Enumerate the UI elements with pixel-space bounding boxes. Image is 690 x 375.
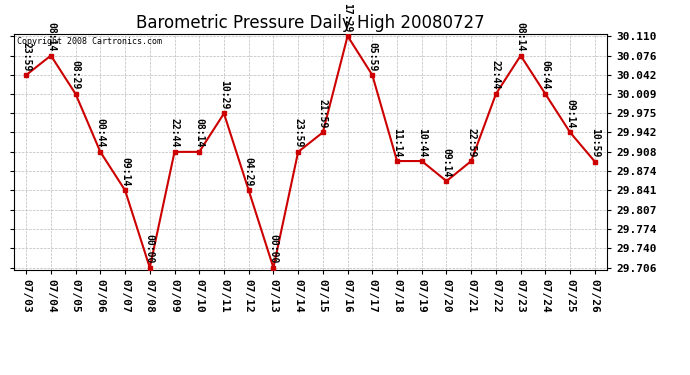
Text: 08:29: 08:29 <box>70 60 81 90</box>
Text: 23:59: 23:59 <box>21 42 31 71</box>
Title: Barometric Pressure Daily High 20080727: Barometric Pressure Daily High 20080727 <box>136 14 485 32</box>
Text: 10:44: 10:44 <box>417 128 426 157</box>
Text: 11:14: 11:14 <box>392 128 402 157</box>
Text: 10:59: 10:59 <box>590 128 600 158</box>
Text: 05:59: 05:59 <box>367 42 377 71</box>
Text: 09:14: 09:14 <box>120 157 130 186</box>
Text: 17:29: 17:29 <box>343 3 353 32</box>
Text: 21:59: 21:59 <box>318 99 328 128</box>
Text: 22:59: 22:59 <box>466 128 476 157</box>
Text: 08:14: 08:14 <box>515 22 526 51</box>
Text: Copyright 2008 Cartronics.com: Copyright 2008 Cartronics.com <box>17 37 161 46</box>
Text: 23:59: 23:59 <box>293 118 303 148</box>
Text: 00:44: 00:44 <box>95 118 106 148</box>
Text: 22:44: 22:44 <box>170 118 179 148</box>
Text: 04:29: 04:29 <box>244 157 254 186</box>
Text: 00:00: 00:00 <box>145 234 155 264</box>
Text: 09:14: 09:14 <box>565 99 575 128</box>
Text: 08:14: 08:14 <box>195 118 204 148</box>
Text: 06:44: 06:44 <box>540 60 551 90</box>
Text: 10:29: 10:29 <box>219 80 229 109</box>
Text: 22:44: 22:44 <box>491 60 501 90</box>
Text: 00:00: 00:00 <box>268 234 278 264</box>
Text: 09:14: 09:14 <box>442 148 451 177</box>
Text: 08:14: 08:14 <box>46 22 56 51</box>
